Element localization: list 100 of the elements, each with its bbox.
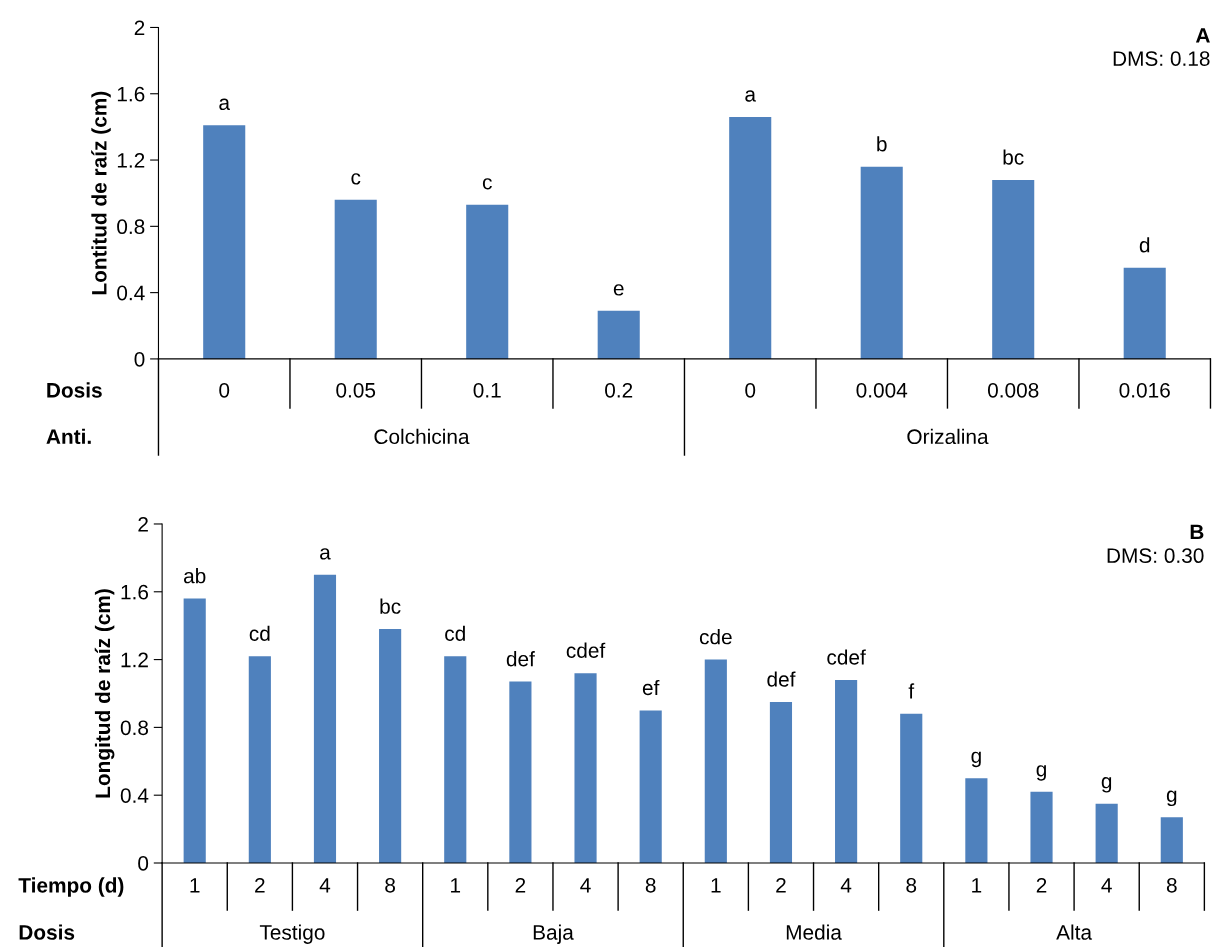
y-tick-label: 0.8 [117, 219, 145, 235]
bar [597, 310, 640, 359]
text: Tiempo (d) [18, 877, 124, 897]
y-tick-label: 0.8 [120, 720, 149, 736]
bar [729, 116, 772, 359]
data-label: g [1101, 777, 1112, 793]
annotation: DMS: 0.18 [1113, 51, 1210, 66]
bar [1123, 267, 1166, 359]
x-tick-label: 0.1 [473, 382, 501, 398]
bar [1030, 791, 1053, 863]
x-tick-label: 8 [1166, 877, 1177, 893]
y-axis-title: Lontitud de raíz (cm) [91, 91, 111, 295]
x-tick-label: 0.016 [1119, 382, 1170, 398]
data-label: a [219, 98, 231, 111]
data-label: ef [642, 679, 660, 696]
x-tick-label: 2 [1036, 877, 1047, 893]
annotation: B [1190, 524, 1204, 540]
y-tick-label: 0 [138, 856, 149, 871]
data-label: def [767, 671, 796, 687]
y-axis-title: Longitud de raíz (cm) [94, 589, 115, 798]
annotation: A [1195, 28, 1210, 43]
x-tick-label: 1 [451, 878, 461, 893]
x-tick-label: 4 [319, 878, 331, 893]
data-label: def [506, 651, 535, 667]
data-label: d [1139, 237, 1150, 253]
bar [203, 125, 246, 359]
x-tick-label: 2 [255, 877, 265, 893]
data-label: g [1166, 790, 1177, 807]
x-tick-label: 0 [219, 382, 230, 398]
data-label: cd [445, 625, 465, 641]
y-tick-label: 1.2 [117, 153, 145, 168]
data-label: cde [699, 629, 732, 645]
bar [992, 179, 1035, 359]
data-label: cdef [827, 649, 866, 665]
bar [639, 710, 662, 863]
bar [313, 574, 337, 863]
bar [965, 778, 988, 863]
text: Orizalina [907, 428, 989, 445]
text: Dosis [19, 924, 75, 940]
data-label: f [908, 683, 915, 699]
y-tick-label: 1.6 [117, 86, 145, 102]
y-tick-label: 0.4 [117, 285, 145, 301]
bar [704, 659, 727, 863]
bar [900, 713, 923, 863]
x-tick-label: 8 [385, 877, 396, 893]
x-tick-label: 2 [776, 877, 786, 893]
x-tick-label: 4 [1101, 878, 1112, 893]
x-tick-label: 1 [711, 878, 721, 893]
x-tick-label: 0.004 [856, 382, 908, 398]
data-label: c [482, 178, 492, 190]
bar [835, 679, 858, 863]
text: Colchicina [374, 428, 470, 445]
data-label: cdef [566, 642, 606, 658]
bar [860, 166, 903, 359]
data-label: g [971, 751, 981, 768]
x-tick-label: 8 [906, 877, 917, 893]
bar [1160, 817, 1183, 863]
bar [379, 629, 402, 863]
x-tick-label: 0.05 [336, 382, 376, 398]
bar [574, 673, 597, 863]
text: Media [786, 924, 842, 940]
y-tick-label: 2 [134, 20, 145, 36]
x-tick-label: 0.008 [987, 382, 1039, 398]
text: Alta [1056, 924, 1093, 940]
bar [444, 656, 467, 863]
text: Testigo [259, 924, 325, 944]
x-tick-label: 4 [840, 878, 852, 893]
y-tick-label: 1.6 [121, 584, 149, 600]
x-tick-label: 1 [972, 878, 982, 893]
data-label: e [613, 284, 624, 296]
text: Dosis [47, 382, 102, 398]
x-tick-label: 8 [645, 877, 656, 893]
bar [1095, 803, 1118, 863]
y-tick-label: 2 [138, 516, 148, 532]
annotation: DMS: 0.30 [1107, 548, 1204, 564]
y-tick-label: 0 [134, 351, 145, 367]
data-label: ab [184, 568, 206, 584]
data-label: a [745, 90, 757, 102]
bar [466, 204, 509, 359]
bar [509, 681, 532, 863]
bar [334, 199, 377, 359]
text: Anti. [46, 428, 91, 445]
x-tick-label: 0.2 [605, 382, 633, 398]
y-tick-label: 1.2 [121, 652, 148, 668]
bar [183, 598, 206, 863]
x-tick-label: 2 [515, 877, 526, 893]
data-label: bc [380, 598, 401, 614]
bar [248, 656, 271, 863]
data-label: g [1036, 765, 1046, 781]
bar [769, 701, 793, 863]
data-label: b [877, 136, 887, 152]
y-tick-label: 0.4 [120, 788, 149, 803]
data-label: bc [1003, 149, 1024, 165]
x-tick-label: 4 [580, 878, 591, 893]
data-label: cd [249, 625, 270, 641]
data-label: c [351, 173, 361, 185]
x-tick-label: 0 [745, 382, 756, 398]
text: Baja [533, 924, 574, 944]
x-tick-label: 1 [190, 878, 200, 893]
data-label: a [320, 548, 331, 560]
